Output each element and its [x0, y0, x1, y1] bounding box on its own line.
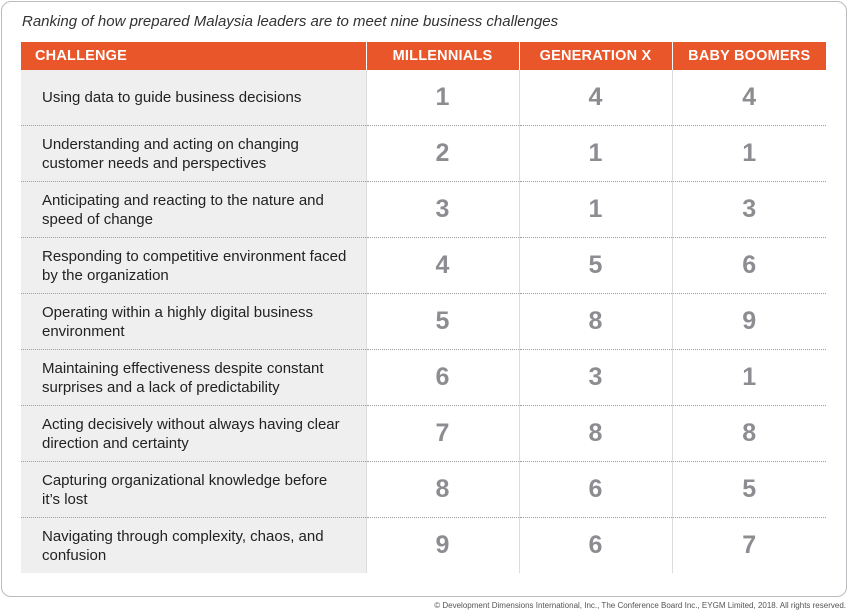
table-row: Capturing organizational knowledge befor…: [21, 461, 826, 518]
baby-boomers-rank-cell: 1: [671, 349, 826, 406]
generation-x-rank-cell: 3: [518, 349, 672, 406]
generation-x-rank-cell: 1: [518, 125, 672, 182]
table-row: Maintaining effectiveness despite consta…: [21, 349, 826, 406]
generation-x-rank-cell: 5: [518, 237, 672, 294]
table-row: Navigating through complexity, chaos, an…: [21, 517, 826, 573]
challenge-cell: Operating within a highly digital busine…: [21, 293, 366, 350]
copyright-footer: © Development Dimensions International, …: [434, 601, 846, 610]
generation-x-rank-cell: 6: [518, 461, 672, 518]
table-row: Responding to competitive environment fa…: [21, 237, 826, 294]
baby-boomers-rank-cell: 1: [671, 125, 826, 182]
table-row: Anticipating and reacting to the nature …: [21, 181, 826, 238]
challenge-cell: Responding to competitive environment fa…: [21, 237, 366, 294]
challenge-cell: Understanding and acting on changing cus…: [21, 125, 366, 182]
ranking-table: CHALLENGE MILLENNIALS GENERATION X BABY …: [21, 42, 826, 573]
challenge-cell: Acting decisively without always having …: [21, 405, 366, 462]
millennials-rank-cell: 6: [365, 349, 519, 406]
column-header-baby-boomers: BABY BOOMERS: [671, 42, 826, 70]
table-header-row: CHALLENGE MILLENNIALS GENERATION X BABY …: [21, 42, 826, 70]
generation-x-rank-cell: 8: [518, 293, 672, 350]
baby-boomers-rank-cell: 4: [671, 70, 826, 126]
challenge-cell: Capturing organizational knowledge befor…: [21, 461, 366, 518]
table-row: Understanding and acting on changing cus…: [21, 125, 826, 182]
millennials-rank-cell: 3: [365, 181, 519, 238]
baby-boomers-rank-cell: 3: [671, 181, 826, 238]
millennials-rank-cell: 1: [365, 70, 519, 126]
table-row: Using data to guide business decisions 1 4…: [21, 70, 826, 126]
column-header-generation-x: GENERATION X: [518, 42, 672, 70]
generation-x-rank-cell: 1: [518, 181, 672, 238]
chart-frame: [1, 1, 847, 597]
table-row: Operating within a highly digital busine…: [21, 293, 826, 350]
baby-boomers-rank-cell: 8: [671, 405, 826, 462]
challenge-cell: Anticipating and reacting to the nature …: [21, 181, 366, 238]
baby-boomers-rank-cell: 7: [671, 517, 826, 573]
baby-boomers-rank-cell: 9: [671, 293, 826, 350]
table-row: Acting decisively without always having …: [21, 405, 826, 462]
challenge-cell: Using data to guide business decisions: [21, 70, 366, 126]
generation-x-rank-cell: 4: [518, 70, 672, 126]
millennials-rank-cell: 2: [365, 125, 519, 182]
table-body: Using data to guide business decisions 1 4…: [21, 70, 826, 573]
millennials-rank-cell: 5: [365, 293, 519, 350]
millennials-rank-cell: 9: [365, 517, 519, 573]
millennials-rank-cell: 8: [365, 461, 519, 518]
generation-x-rank-cell: 6: [518, 517, 672, 573]
generation-x-rank-cell: 8: [518, 405, 672, 462]
chart-caption: Ranking of how prepared Malaysia leaders…: [22, 13, 559, 30]
challenge-cell: Navigating through complexity, chaos, an…: [21, 517, 366, 573]
millennials-rank-cell: 4: [365, 237, 519, 294]
millennials-rank-cell: 7: [365, 405, 519, 462]
baby-boomers-rank-cell: 6: [671, 237, 826, 294]
column-header-millennials: MILLENNIALS: [365, 42, 519, 70]
column-header-challenge: CHALLENGE: [21, 42, 366, 70]
challenge-cell: Maintaining effectiveness despite consta…: [21, 349, 366, 406]
baby-boomers-rank-cell: 5: [671, 461, 826, 518]
